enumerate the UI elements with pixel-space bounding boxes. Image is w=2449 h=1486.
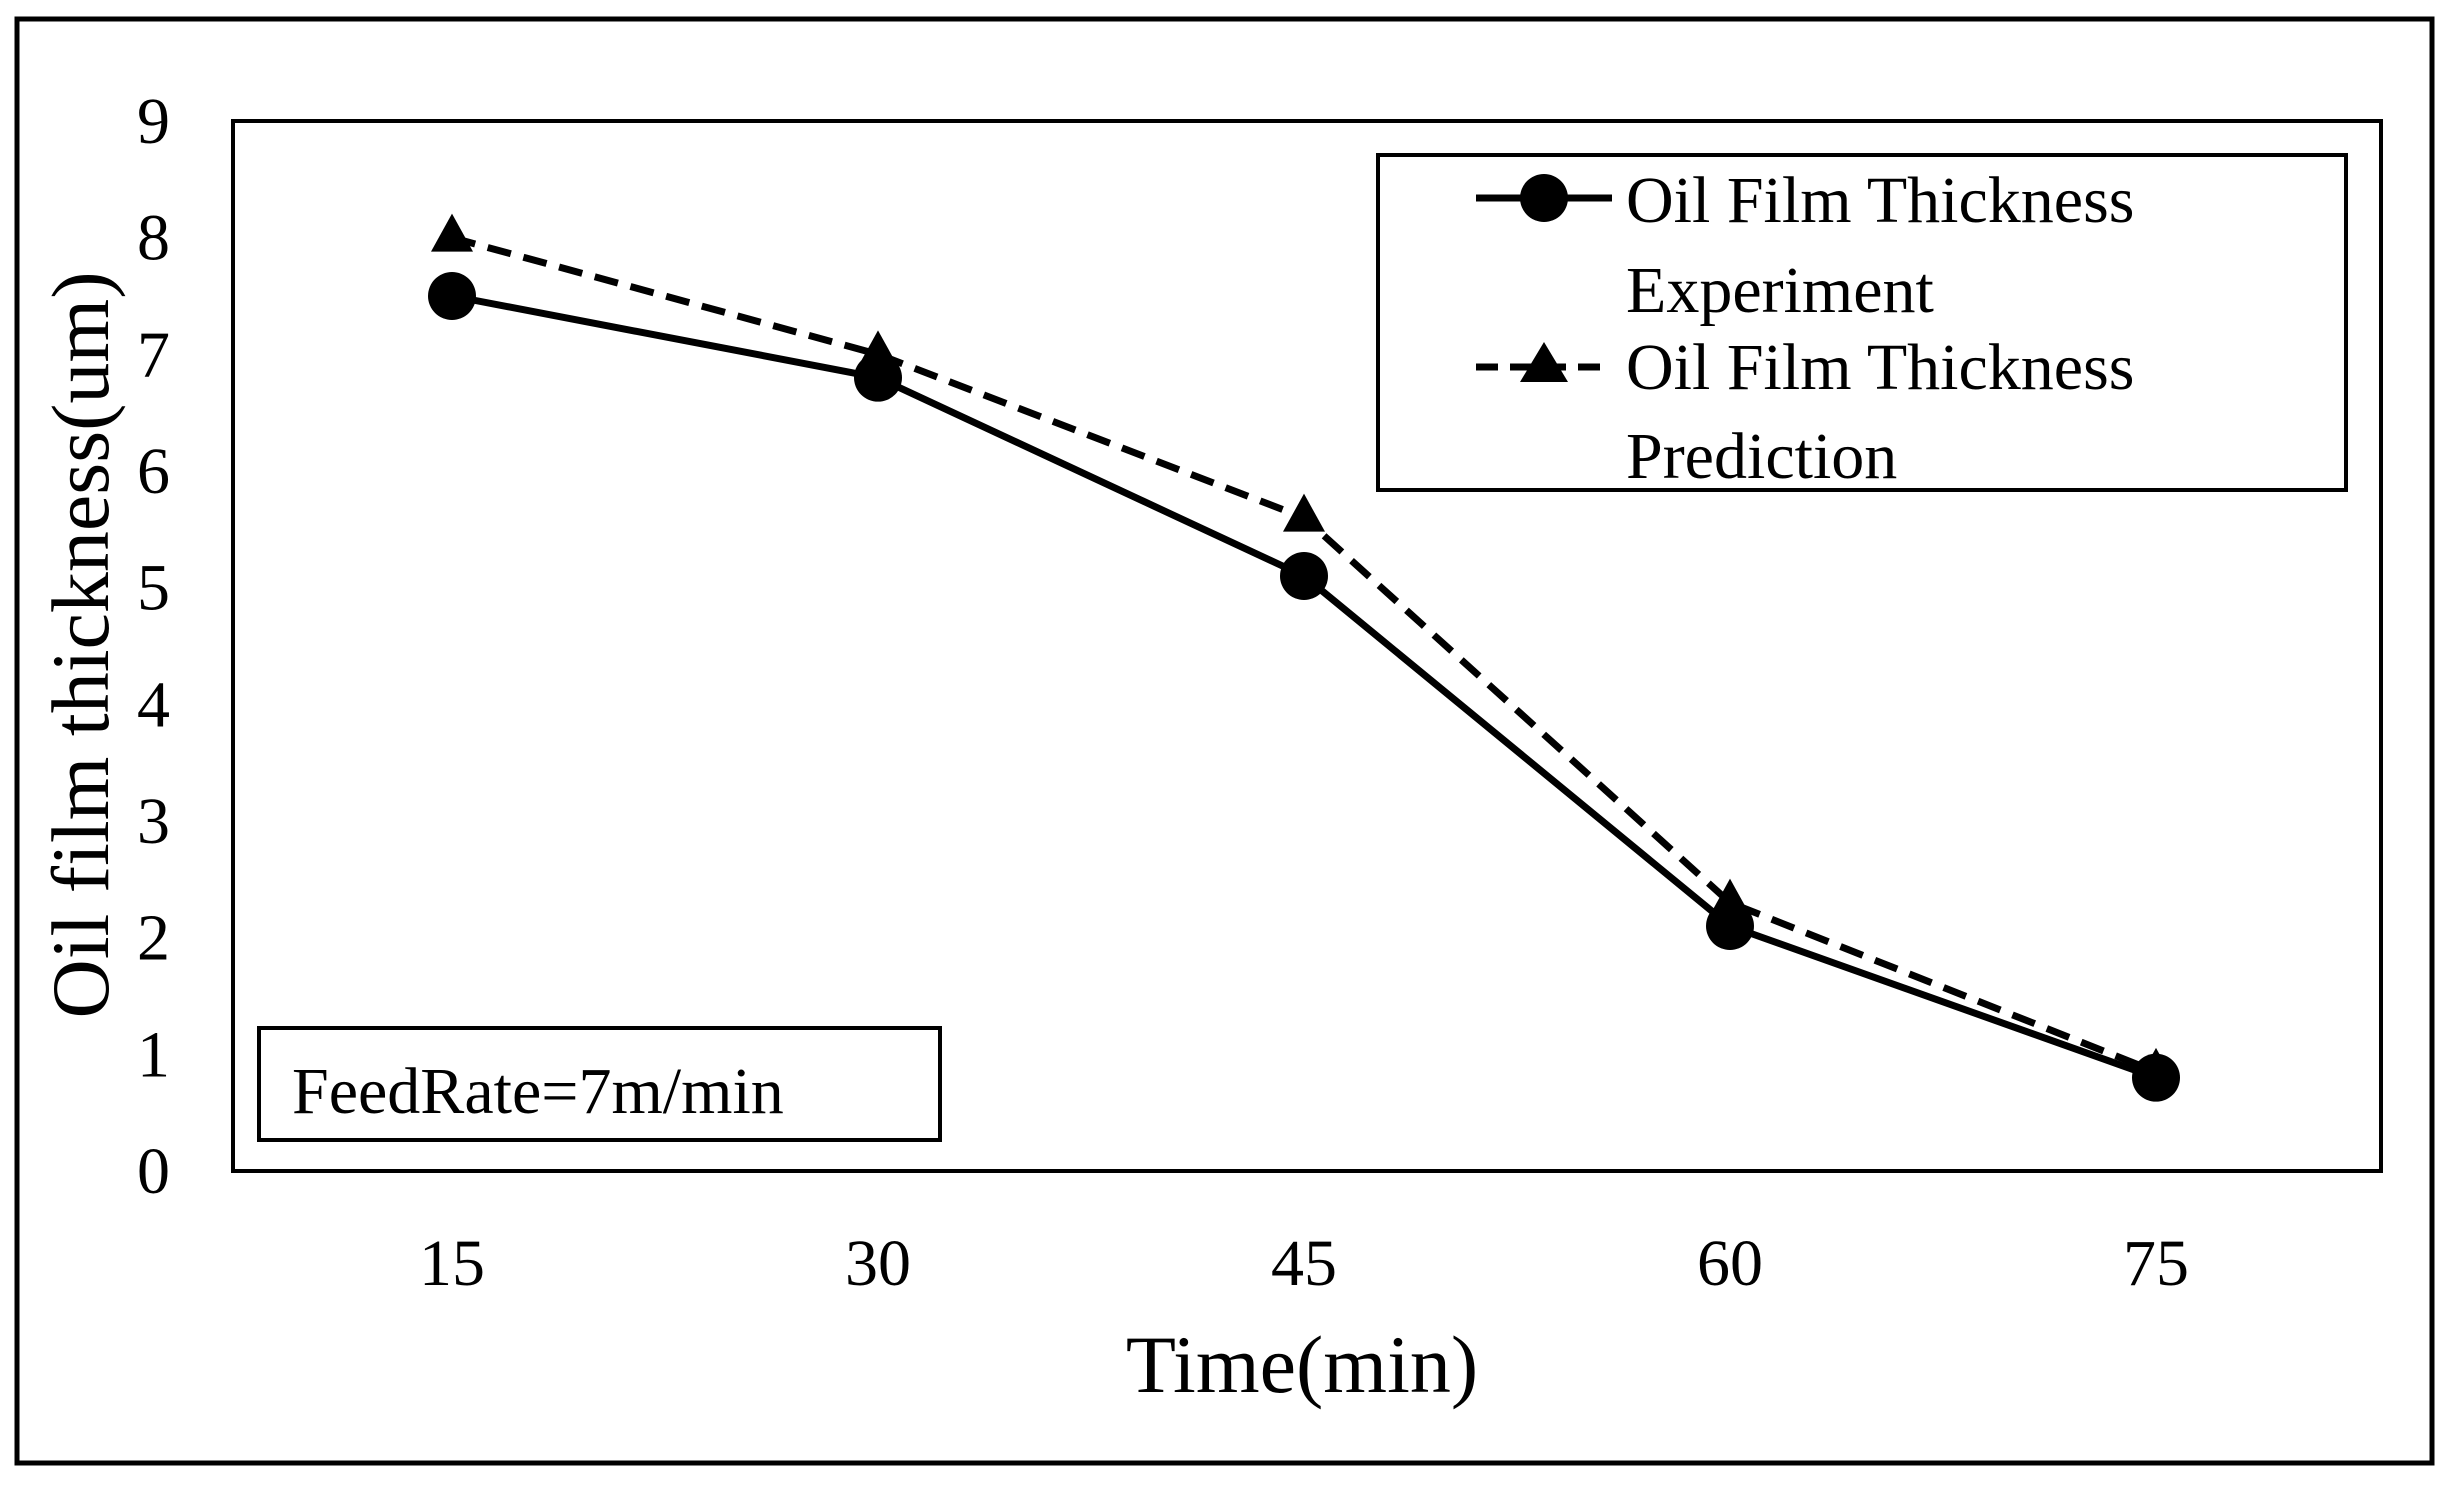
legend-swatch-prediction-marker xyxy=(1520,342,1568,382)
plot-area xyxy=(231,119,2383,1173)
data-point-experiment xyxy=(854,353,902,402)
x-tick-label: 75 xyxy=(2123,1227,2189,1300)
annotation-box xyxy=(257,1026,942,1142)
y-tick-label: 3 xyxy=(137,785,170,858)
legend-entry-experiment: Oil Film Thickness Experiment xyxy=(1476,164,2134,327)
legend-swatch-experiment-marker xyxy=(1520,174,1568,222)
figure-border xyxy=(14,16,2435,1466)
x-tick-label: 45 xyxy=(1271,1227,1337,1300)
data-point-prediction xyxy=(431,213,473,252)
data-point-experiment xyxy=(428,272,476,320)
x-tick-label: 60 xyxy=(1697,1227,1763,1300)
y-tick-label: 2 xyxy=(137,902,170,975)
feed-rate-annotation: FeedRate=7m/min xyxy=(257,1026,942,1142)
y-tick-label: 5 xyxy=(137,552,170,625)
y-tick-label: 1 xyxy=(137,1018,170,1091)
y-tick-label: 0 xyxy=(137,1135,170,1208)
x-tick-label: 30 xyxy=(845,1227,911,1300)
series-layer xyxy=(428,213,2180,1102)
y-tick-label: 4 xyxy=(137,668,170,741)
y-axis-title: Oil film thickness(um) xyxy=(35,271,126,1018)
x-axis-ticks: 15 30 45 60 75 xyxy=(419,1227,2189,1300)
legend-label-experiment-line1: Oil Film Thickness xyxy=(1626,164,2134,237)
x-axis-title: Time(min) xyxy=(1126,1319,1478,1410)
legend-label-prediction-line2: Prediction xyxy=(1626,420,1897,493)
y-tick-label: 9 xyxy=(137,85,170,158)
x-tick-label: 15 xyxy=(419,1227,485,1300)
legend: Oil Film Thickness Experiment Oil Film T… xyxy=(1376,153,2348,493)
y-axis-ticks: 0 1 2 3 4 5 6 7 8 9 xyxy=(137,85,170,1208)
y-tick-label: 7 xyxy=(137,318,170,391)
y-tick-label: 8 xyxy=(137,202,170,275)
data-point-prediction xyxy=(1283,493,1325,532)
legend-label-prediction-line1: Oil Film Thickness xyxy=(1626,331,2134,404)
legend-label-experiment-line2: Experiment xyxy=(1626,254,1934,327)
data-point-experiment xyxy=(2132,1053,2180,1102)
annotation-text: FeedRate=7m/min xyxy=(292,1055,784,1128)
data-point-experiment xyxy=(1280,552,1328,600)
legend-entry-prediction: Oil Film Thickness Prediction xyxy=(1476,331,2134,493)
data-point-experiment xyxy=(1706,902,1754,950)
y-tick-label: 6 xyxy=(137,435,170,508)
